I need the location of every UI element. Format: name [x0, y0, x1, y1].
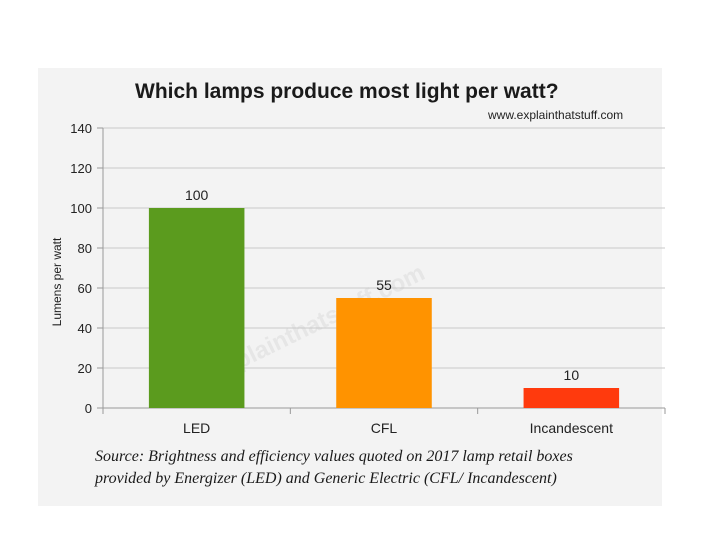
chart-credit: www.explainthatstuff.com — [488, 108, 624, 122]
y-tick-label: 120 — [70, 161, 92, 176]
data-label: 55 — [376, 277, 392, 293]
source-note: Source: Brightness and efficiency values… — [95, 446, 655, 490]
y-tick-label: 80 — [78, 241, 92, 256]
y-tick-label: 140 — [70, 121, 92, 136]
bar-incandescent — [523, 388, 620, 408]
source-line-2: provided by Energizer (LED) and Generic … — [95, 470, 557, 487]
y-axis-label: Lumens per watt — [50, 237, 64, 326]
x-category-label: LED — [183, 420, 210, 436]
y-tick-label: 0 — [85, 401, 92, 416]
y-tick-label: 40 — [78, 321, 92, 336]
data-labels: 100 55 10 — [185, 187, 579, 383]
bar-led — [148, 208, 245, 408]
source-line-1: Source: Brightness and efficiency values… — [95, 448, 573, 465]
chart-panel — [38, 68, 662, 506]
y-tick-label: 60 — [78, 281, 92, 296]
y-tick-label: 20 — [78, 361, 92, 376]
x-category-label: Incandescent — [530, 420, 613, 436]
bar-cfl — [336, 298, 432, 408]
data-label: 10 — [564, 367, 580, 383]
data-label: 100 — [185, 187, 209, 203]
bars — [148, 208, 620, 408]
chart-title: Which lamps produce most light per watt? — [135, 80, 559, 103]
x-category-label: CFL — [371, 420, 398, 436]
y-tick-label: 100 — [70, 201, 92, 216]
